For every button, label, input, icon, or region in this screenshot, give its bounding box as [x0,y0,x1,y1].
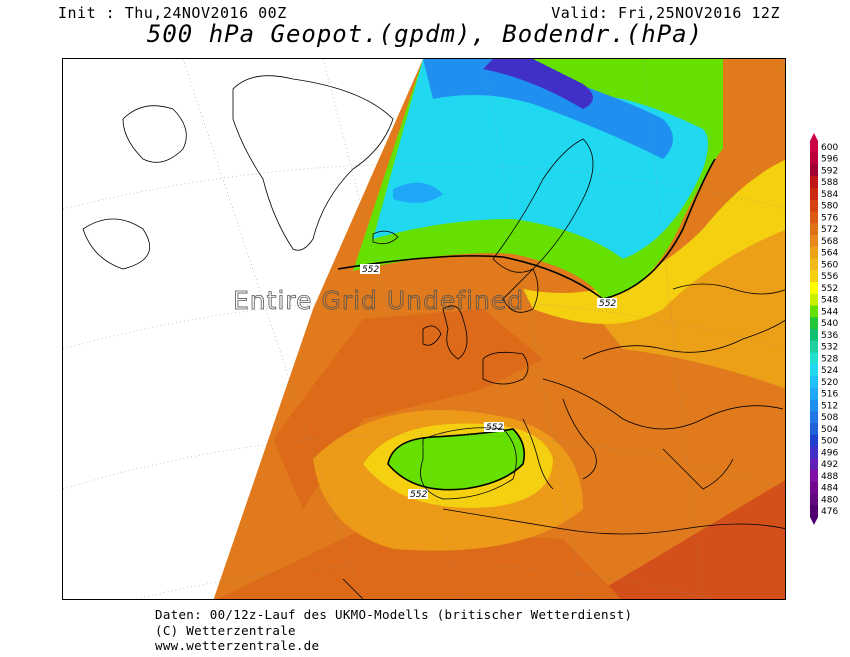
legend-swatch [810,176,818,189]
legend-swatch [810,317,818,330]
legend-label: 564 [821,249,838,259]
legend-label: 576 [821,213,838,223]
legend-swatch [810,188,818,201]
field-green-iberia [388,429,525,490]
isoline-label-4: 552 [408,489,428,500]
field-light-orange-east [583,229,785,389]
legend-label: 520 [821,378,838,388]
legend-label: 548 [821,296,838,306]
legend-label: 476 [821,507,838,517]
legend-swatch [810,493,818,506]
legend-label: 528 [821,354,838,364]
legend-swatch [810,258,818,271]
legend-swatch [810,481,818,494]
field-orange-west [273,309,543,509]
legend-arrow-bottom [810,517,818,525]
legend-swatch [810,164,818,177]
legend-swatch [810,505,818,518]
field-yellow-east [523,159,785,324]
field-dark-blue [483,59,593,109]
legend-label: 532 [821,343,838,353]
legend-swatch [810,387,818,400]
footer-website: www.wetterzentrale.de [155,638,320,653]
undefined-grid-text: Entire Grid Undefined [233,286,524,315]
isoline-label-2: 552 [597,298,617,309]
legend-label: 480 [821,495,838,505]
legend-swatch [810,470,818,483]
legend-label: 556 [821,272,838,282]
legend-bar: 6005965925885845805765725685645605565525… [810,133,838,525]
legend-label: 524 [821,366,838,376]
field-darker-south [217,529,622,599]
legend-swatch [810,352,818,365]
legend-swatch [810,399,818,412]
color-scale-legend: 600 596 592 588 584 580 576 572 568 564 560 556 552 5… [810,133,850,525]
legend-label: 592 [821,166,838,176]
legend-label: 568 [821,237,838,247]
legend-label: 552 [821,284,838,294]
legend-label: 584 [821,190,838,200]
svg-text:552: 552 [599,299,616,309]
isoline-label-1: 552 [360,264,380,275]
legend-label: 508 [821,413,838,423]
legend-label: 536 [821,331,838,341]
legend-swatch [810,152,818,165]
isoline-552-north [337,158,716,300]
legend-label: 488 [821,472,838,482]
legend-arrow-top [810,133,818,141]
legend-swatch [810,211,818,224]
legend-label: 600 [821,143,838,153]
legend-swatch [810,376,818,389]
footer: Daten: 00/12z-Lauf des UKMO-Modells (bri… [155,607,632,654]
legend-swatch [810,446,818,459]
legend-swatch [810,270,818,283]
legend-swatch [810,223,818,236]
legend-swatch [810,141,818,154]
weather-map: 552 552 552 552 [63,59,785,599]
footer-data-source: Daten: 00/12z-Lauf des UKMO-Modells (bri… [155,607,633,622]
legend-label: 504 [821,425,838,435]
footer-copyright: (C) Wetterzentrale [155,622,296,638]
isoline-552-iberia [387,428,526,491]
legend-swatch [810,411,818,424]
svg-text:552: 552 [410,490,427,500]
legend-label: 492 [821,460,838,470]
legend-swatch [810,340,818,353]
legend-label: 588 [821,178,838,188]
init-time: Init : Thu,24NOV2016 00Z [58,4,287,22]
map-panel: 552 552 552 552 [62,58,786,600]
legend-swatch [810,305,818,318]
legend-swatch [810,434,818,447]
legend-swatch [810,293,818,306]
legend-swatch [810,458,818,471]
legend-swatch [810,199,818,212]
legend-label: 512 [821,401,838,411]
chart-title: 500 hPa Geopot.(gpdm), Bodendr.(hPa) [146,20,704,48]
legend-swatch [810,423,818,436]
legend-label: 516 [821,390,838,400]
graticule [63,59,785,599]
legend-swatch [810,329,818,342]
legend-label: 596 [821,155,838,165]
field-blue-patch [393,182,443,203]
legend-swatch [810,246,818,259]
legend-swatch [810,282,818,295]
legend-label: 580 [821,202,838,212]
legend-label: 572 [821,225,838,235]
field-blue [423,59,673,159]
legend-label: 484 [821,484,838,494]
legend-label: 544 [821,307,838,317]
svg-text:552: 552 [362,265,379,275]
valid-time: Valid: Fri,25NOV2016 12Z [551,4,780,22]
legend-swatch [810,364,818,377]
legend-label: 500 [821,437,838,447]
legend-label: 560 [821,260,838,270]
legend-label: 496 [821,448,838,458]
coastlines [82,75,785,599]
legend-label: 540 [821,319,838,329]
legend-swatch [810,235,818,248]
